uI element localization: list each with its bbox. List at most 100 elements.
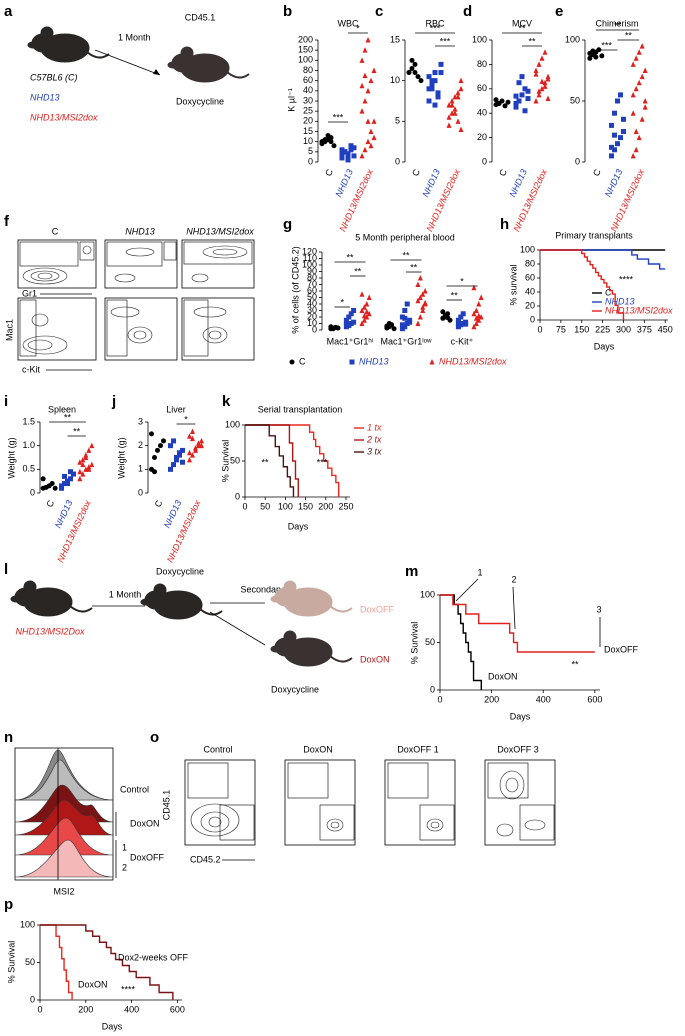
x-tick-label: 0 <box>437 694 442 704</box>
y-axis-label: % Survival <box>220 440 230 483</box>
data-point <box>458 85 464 92</box>
chart-title: Liver <box>166 404 186 414</box>
data-point <box>615 141 620 147</box>
data-point <box>83 454 89 460</box>
y-tick-label: 100 <box>420 589 435 599</box>
data-point <box>342 149 348 155</box>
data-point <box>545 95 551 102</box>
y-tick-label: 60 <box>307 285 317 295</box>
y-tick-label: 100 <box>472 34 487 44</box>
x-tick-label: 400 <box>536 694 551 704</box>
y-tick-label: 100 <box>565 34 580 44</box>
strain: C57BL6 (C) <box>30 72 78 82</box>
row-label: Control <box>120 784 149 794</box>
data-point <box>426 74 432 80</box>
significance: ** <box>346 252 354 262</box>
significance: * <box>460 276 464 286</box>
data-point <box>190 452 195 458</box>
data-point <box>40 476 46 482</box>
data-point <box>455 93 461 100</box>
x-tick-label: NHD13 <box>420 168 442 199</box>
chart-title: RBC <box>425 18 445 28</box>
y-tick-label: 0 <box>575 156 580 166</box>
arrow <box>512 586 516 630</box>
panel-letter: d <box>463 3 472 20</box>
data-point <box>322 137 328 143</box>
x-tick-label: 0 <box>537 324 542 334</box>
data-point <box>77 475 83 482</box>
data-point <box>420 307 426 313</box>
data-point <box>193 445 198 451</box>
data-point <box>621 129 626 134</box>
data-point <box>642 104 648 110</box>
y-tick-label: 80 <box>303 65 313 75</box>
y-tick-label: 3 <box>138 416 143 426</box>
axis-label: MSI2 <box>53 886 74 896</box>
y-axis-label: % Survival <box>6 941 16 984</box>
chart-title: Spleen <box>48 404 76 414</box>
survival-curve <box>245 424 300 497</box>
annotation: ** <box>261 457 269 467</box>
panel-letter: n <box>4 729 13 746</box>
treatment: Doxycycline <box>156 566 204 576</box>
data-point <box>471 323 477 330</box>
data-point <box>158 443 163 449</box>
data-point <box>359 152 365 159</box>
data-point <box>348 147 354 153</box>
annotation: 2 <box>511 574 516 584</box>
data-point <box>612 132 617 138</box>
panel-letter: o <box>150 729 159 746</box>
data-point <box>533 98 539 104</box>
series-label: DoxON <box>488 671 518 681</box>
data-point <box>49 481 55 487</box>
annotation: *** <box>317 457 328 467</box>
x-tick-label: C <box>497 167 509 178</box>
data-point <box>618 92 623 98</box>
chart-title: Serial transplantation <box>258 404 343 414</box>
significance: ** <box>402 250 410 260</box>
data-point <box>417 314 423 320</box>
data-point <box>359 82 365 89</box>
data-point <box>402 315 408 321</box>
data-point <box>429 86 435 92</box>
data-point <box>426 98 432 104</box>
x-tick-label: 600 <box>587 694 602 704</box>
data-point <box>365 87 371 94</box>
data-point <box>415 320 421 326</box>
data-point <box>346 322 352 328</box>
panel-letter: j <box>111 393 116 410</box>
legend-label: NHD13/MSI2dox <box>439 356 507 366</box>
x-tick-label: 0 <box>242 501 247 511</box>
y-tick-label: 150 <box>298 45 313 55</box>
data-point <box>452 110 458 116</box>
data-point <box>391 326 397 332</box>
significance: ** <box>528 36 536 46</box>
significance: *** <box>430 23 441 33</box>
y-tick-label: 25 <box>303 106 313 116</box>
column-title: NHD13/MSI2dox <box>186 226 254 236</box>
y-tick-label: 30 <box>307 305 317 315</box>
data-point <box>351 145 357 151</box>
x-tick-label: C <box>410 167 422 178</box>
data-point <box>435 90 441 96</box>
plot-title: DoxOFF 3 <box>497 744 539 754</box>
arrow <box>94 49 161 76</box>
annotation: **** <box>121 984 136 994</box>
data-point <box>177 450 182 456</box>
arrow <box>209 611 266 646</box>
data-point <box>455 118 461 124</box>
data-point <box>80 456 86 463</box>
arm: DoxOFF <box>360 604 395 614</box>
recipient: CD45.1 <box>185 12 216 22</box>
y-tick-label: 0 <box>482 156 487 166</box>
data-point <box>432 102 438 108</box>
column-title: NHD13 <box>125 226 155 236</box>
data-point <box>362 47 368 53</box>
data-point <box>417 294 423 300</box>
data-point <box>630 91 636 98</box>
data-point <box>362 146 368 153</box>
strain: NHD13 <box>30 92 60 102</box>
data-point <box>539 78 545 84</box>
mouse-icon <box>10 580 93 617</box>
y-tick-label: 100 <box>225 419 240 429</box>
